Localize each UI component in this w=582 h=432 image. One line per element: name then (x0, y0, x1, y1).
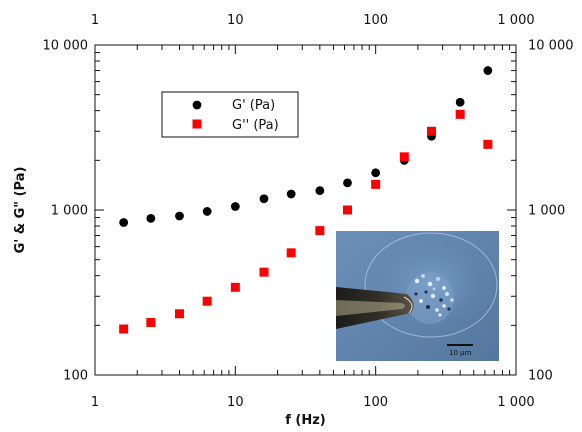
x-tick-label-top: 100 (363, 13, 388, 28)
cell-speckle (414, 278, 420, 284)
g-double-prime-point (119, 324, 129, 334)
cell-speckle (432, 287, 436, 291)
g-double-prime-point (399, 152, 409, 162)
legend-box (161, 91, 299, 138)
legend-label-g-prime: G' (Pa) (232, 98, 275, 113)
x-tick-label-top: 10 (227, 13, 244, 28)
cell-speckle (444, 291, 450, 297)
g-prime-point (259, 194, 269, 204)
g-double-prime-point (230, 282, 240, 292)
cell-speckle (435, 308, 439, 312)
pipette-tip (403, 296, 413, 314)
microscopy-inset: 10 μm (336, 231, 499, 361)
cell-speckle (439, 298, 443, 302)
g-prime-point (230, 202, 240, 211)
g-prime-point (146, 213, 156, 223)
cell-speckle (421, 274, 425, 278)
x-tick-label-bottom: 1 000 (497, 395, 534, 410)
g-prime-point (202, 207, 212, 216)
y-tick-label-right: 100 (528, 369, 553, 384)
x-axis-label: f (Hz) (285, 413, 326, 428)
cell-speckle (426, 305, 430, 309)
legend-marker-g-double-prime (192, 119, 202, 129)
g-prime-point (175, 211, 184, 221)
g-double-prime-point (146, 318, 156, 328)
cell-speckle (442, 286, 446, 290)
g-double-prime-point (427, 126, 437, 136)
series-g-double-prime (119, 109, 493, 334)
legend-marker-g-prime (192, 100, 202, 110)
cell-speckle (436, 277, 440, 281)
g-double-prime-point (343, 205, 353, 215)
y-tick-label-left: 1 000 (51, 204, 88, 219)
g-prime-point (119, 218, 129, 227)
legend-label-g-double-prime: G'' (Pa) (232, 118, 279, 133)
g-double-prime-point (202, 296, 212, 306)
x-tick-label-top: 1 (91, 13, 99, 28)
cell-speckle (438, 313, 442, 317)
g-double-prime-point (259, 267, 269, 277)
cell-speckle (430, 293, 436, 299)
g-prime-point (286, 189, 296, 199)
x-tick-label-bottom: 100 (363, 395, 388, 410)
g-prime-point (455, 97, 465, 107)
g-prime-point (343, 178, 352, 188)
y-tick-label-right: 10 000 (528, 39, 574, 54)
g-prime-point (315, 186, 325, 196)
series-g-prime (119, 66, 493, 227)
cell-speckle (424, 290, 428, 294)
cell-speckle (450, 298, 454, 302)
x-tick-label-bottom: 10 (227, 395, 244, 410)
g-double-prime-point (286, 248, 296, 258)
cell-speckles (414, 274, 454, 317)
x-tick-label-top: 1 000 (497, 13, 534, 28)
legend: G' (Pa) G'' (Pa) (161, 91, 299, 138)
cell-speckle (447, 307, 451, 311)
g-double-prime-point (483, 139, 493, 149)
cell-speckle (442, 304, 446, 308)
y-tick-label-left: 100 (63, 369, 88, 384)
g-double-prime-point (315, 226, 325, 236)
y-tick-label-left: 10 000 (43, 39, 89, 54)
g-prime-point (483, 66, 493, 75)
g-double-prime-point (455, 109, 465, 119)
g-double-prime-point (371, 179, 381, 189)
y-tick-label-right: 1 000 (528, 204, 565, 219)
cell-speckle (414, 292, 418, 296)
x-tick-label-bottom: 1 (91, 395, 99, 410)
cell-speckle (427, 281, 433, 287)
y-axis-label: G' & G" (Pa) (13, 167, 28, 254)
pipette-highlight (336, 300, 405, 316)
cell-nucleus (406, 272, 454, 324)
g-double-prime-point (174, 309, 184, 319)
pipette-body (336, 287, 414, 329)
g-prime-point (371, 168, 381, 178)
scale-bar-label: 10 μm (449, 349, 472, 357)
cell-speckle (419, 299, 423, 303)
